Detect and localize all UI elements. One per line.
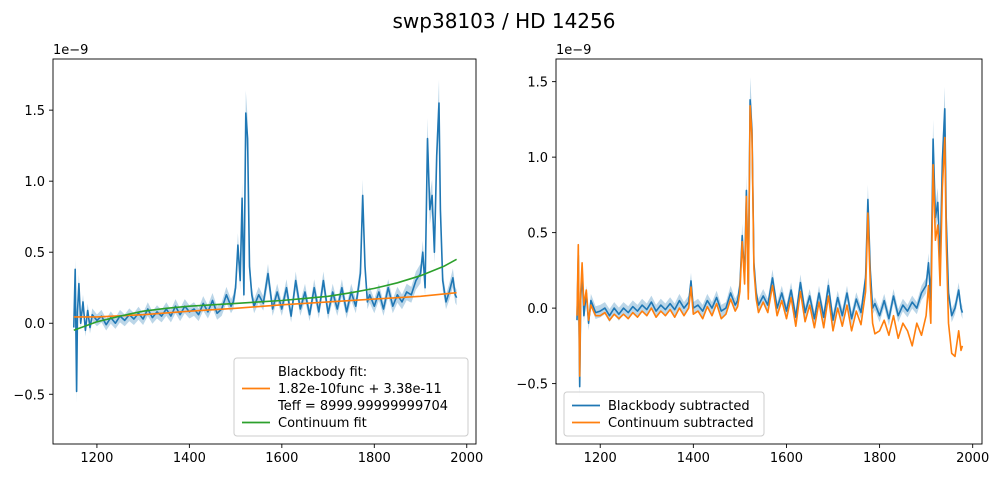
legend: Blackbody fit: 1.82e-10func + 3.38e-11 Tef… xyxy=(233,357,469,437)
x-tick-label: 1800 xyxy=(863,451,896,466)
series-line-0 xyxy=(576,99,964,388)
y-tick-label: 0.0 xyxy=(24,317,45,332)
legend-label: Teff = 8999.99999999704 xyxy=(277,399,448,414)
y-tick-label: 1.0 xyxy=(24,175,45,190)
x-tick-label: 1200 xyxy=(80,451,113,466)
series-line-1 xyxy=(576,105,964,377)
y-tick-label: 1.0 xyxy=(527,151,548,166)
left-plot-panel: 1200 1400 1600 1800 2000 −0.5 0.0 0.5 1.0 1.5 1e−9… xyxy=(13,43,483,466)
y-multiplier-label: 1e−9 xyxy=(53,43,88,58)
legend-label: Blackbody fit: xyxy=(278,365,367,380)
y-tick-label: −0.5 xyxy=(13,388,45,403)
legend-label: Continuum subtracted xyxy=(608,416,754,431)
x-tick-label: 1200 xyxy=(584,451,617,466)
plot-area xyxy=(576,77,964,399)
series-line-2 xyxy=(73,258,457,332)
x-tick-label: 2000 xyxy=(450,451,483,466)
x-tick-label: 1600 xyxy=(265,451,298,466)
y-tick-label: 0.5 xyxy=(24,246,45,261)
figure-title: swp38103 / HD 14256 xyxy=(393,9,616,33)
axes-frame xyxy=(555,58,983,445)
error-band-series-0 xyxy=(73,79,457,403)
y-tick-label: −0.5 xyxy=(516,378,548,393)
legend-box xyxy=(563,391,765,437)
legend-box xyxy=(233,357,469,437)
y-tick-label: 0.5 xyxy=(527,227,548,242)
x-tick-label: 1400 xyxy=(173,451,206,466)
plot-area xyxy=(73,79,458,403)
x-tick-label: 1600 xyxy=(770,451,803,466)
x-tick-label: 2000 xyxy=(956,451,989,466)
y-tick-label: 1.5 xyxy=(24,104,45,119)
y-multiplier-label: 1e−9 xyxy=(556,43,591,58)
y-tick-label: 0.0 xyxy=(527,302,548,317)
legend: Blackbody subtracted Continuum subtracted xyxy=(563,391,765,437)
right-plot-panel: 1200 1400 1600 1800 2000 −0.5 0.0 0.5 1.0 1.5 1e−9… xyxy=(516,43,989,466)
x-tick-label: 1400 xyxy=(677,451,710,466)
axes-frame xyxy=(52,58,477,445)
legend-label: 1.82e-10func + 3.38e-11 xyxy=(278,382,442,397)
y-tick-label: 1.5 xyxy=(527,76,548,91)
error-band-series-0 xyxy=(577,77,963,399)
series-line-0 xyxy=(73,102,458,393)
x-tick-label: 1800 xyxy=(358,451,391,466)
legend-label: Blackbody subtracted xyxy=(608,399,750,414)
legend-label: Continuum fit xyxy=(278,416,367,431)
